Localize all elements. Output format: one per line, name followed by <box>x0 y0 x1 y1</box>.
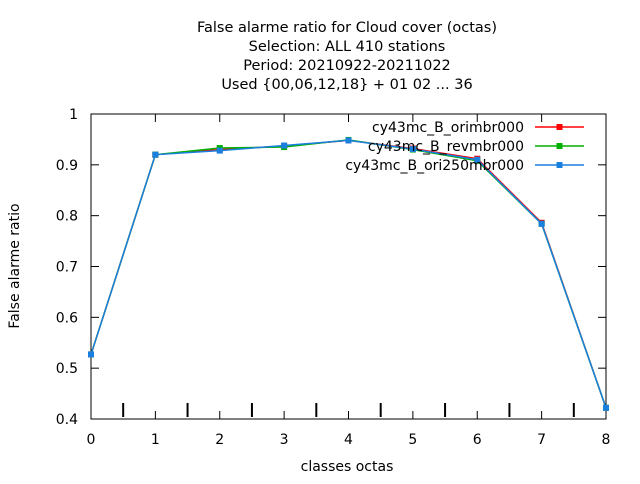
y-tick-label: 0.5 <box>56 361 78 377</box>
chart-title: False alarme ratio for Cloud cover (octa… <box>197 20 497 93</box>
x-tick-label: 5 <box>408 432 417 448</box>
x-tick-label: 4 <box>344 432 353 448</box>
legend-label: cy43mc_B_orimbr000 <box>372 120 524 136</box>
legend: cy43mc_B_orimbr000 cy43mc_B_revmbr000 cy43… <box>345 120 584 174</box>
y-tick-label: 0.7 <box>56 260 78 276</box>
x-tick-label: 3 <box>280 432 289 448</box>
y-tick-label: 0.9 <box>56 158 78 174</box>
axis-ticks: 0 1 2 3 4 5 6 7 8 0.4 0.5 0.6 0.7 0.8 0.9 1 <box>56 107 611 448</box>
y-tick-label: 0.6 <box>56 310 78 326</box>
series-line-3 <box>90 139 607 409</box>
data-point <box>152 151 159 158</box>
data-point <box>603 404 609 411</box>
data-point <box>538 220 545 227</box>
x-tick-label: 7 <box>537 432 546 448</box>
x-tick-label: 2 <box>215 432 224 448</box>
x-tick-label: 8 <box>602 432 611 448</box>
title-line: False alarme ratio for Cloud cover (octa… <box>197 20 497 36</box>
histogram-marks <box>122 403 575 417</box>
series-lines <box>88 136 609 411</box>
x-tick-label: 0 <box>87 432 96 448</box>
legend-label: cy43mc_B_revmbr000 <box>368 139 524 155</box>
y-tick-label: 1 <box>69 107 78 123</box>
y-tick-label: 0.4 <box>56 412 78 428</box>
title-line: Selection: ALL 410 stations <box>249 39 446 55</box>
data-point <box>474 156 481 163</box>
x-tick-label: 1 <box>151 432 160 448</box>
data-point <box>216 147 223 154</box>
x-axis-label: classes octas <box>301 459 394 475</box>
y-axis-label: False alarme ratio <box>7 203 23 328</box>
series-line-2 <box>90 139 607 409</box>
legend-swatch-point <box>556 143 563 149</box>
series-line-1 <box>90 139 607 409</box>
data-point <box>409 146 416 153</box>
legend-label: cy43mc_B_ori250mbr000 <box>345 158 524 174</box>
data-point <box>345 137 352 144</box>
title-line: Used {00,06,12,18} + 01 02 ... 36 <box>221 77 472 93</box>
legend-swatch-point <box>556 162 563 168</box>
data-point <box>281 142 288 149</box>
data-point <box>88 351 94 358</box>
title-line: Period: 20210922-20211022 <box>243 58 451 74</box>
x-tick-label: 6 <box>473 432 482 448</box>
y-tick-label: 0.8 <box>56 209 78 225</box>
legend-swatch-point <box>556 124 563 130</box>
